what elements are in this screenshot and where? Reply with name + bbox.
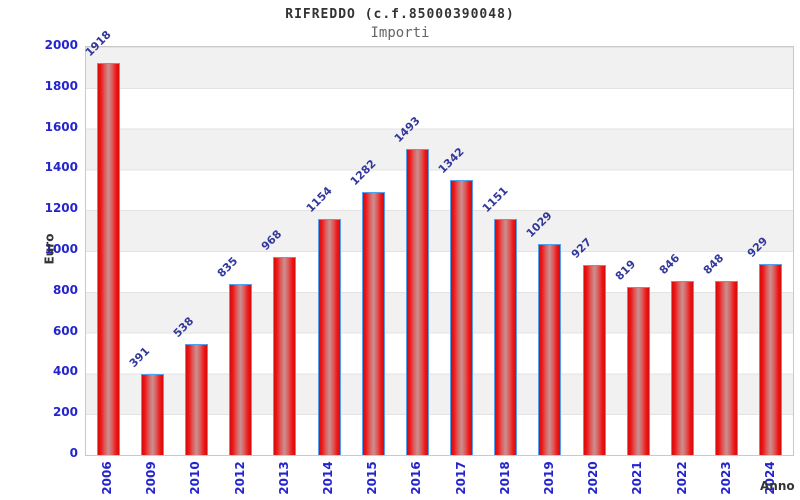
bar-value-label: 848 (701, 251, 727, 278)
y-axis-title: Euro (42, 233, 57, 265)
bar-value-label: 391 (126, 344, 153, 371)
bar-2012 (229, 283, 253, 455)
bar-2023 (715, 281, 739, 455)
x-tick-label: 2023 (718, 461, 733, 495)
bar-2013 (273, 256, 297, 455)
bar-2022 (671, 281, 695, 455)
y-tick-label: 1200 (44, 201, 78, 216)
bar-value-label: 1154 (303, 183, 335, 215)
chart-subtitle: Importi (370, 25, 430, 41)
bar-value-label: 1151 (480, 184, 511, 216)
x-tick-label: 2013 (276, 461, 291, 495)
bar-value-label: 1029 (524, 209, 556, 241)
y-tick-label: 400 (52, 364, 78, 379)
bar-value-label: 1282 (347, 157, 379, 189)
chart-title: RIFREDDO (c.f.85000390048) (285, 7, 515, 22)
bar-value-label: 927 (568, 235, 594, 261)
x-tick-label: 2017 (453, 461, 468, 495)
y-tick-label: 2000 (44, 38, 78, 52)
bar-value-label: 835 (214, 254, 241, 280)
y-tick-label: 0 (69, 446, 78, 460)
bar-2014 (317, 218, 341, 455)
bar-value-label: 929 (745, 235, 771, 261)
x-tick-label: 2006 (100, 461, 115, 495)
y-tick-label: 1800 (44, 78, 78, 93)
x-tick-label: 2012 (232, 461, 247, 495)
bar-2017 (450, 180, 474, 455)
x-tick-label: 2021 (630, 461, 645, 495)
bar-2006 (96, 62, 120, 455)
bar-value-label: 1493 (391, 114, 423, 146)
x-tick-label: 2020 (586, 461, 601, 495)
y-tick-label: 800 (52, 282, 78, 297)
x-tick-label: 2016 (409, 461, 424, 495)
x-tick-label: 2018 (497, 461, 512, 495)
bar-value-label: 819 (612, 257, 639, 283)
x-tick-label: 2022 (674, 461, 689, 495)
bar-2024 (759, 264, 783, 455)
x-tick-label: 2019 (541, 461, 556, 495)
bar-value-label: 968 (259, 227, 285, 253)
bar-value-label: 846 (656, 251, 683, 278)
bar-2009 (140, 374, 164, 455)
x-tick-label: 2014 (321, 461, 336, 495)
y-tick-label: 1000 (44, 242, 78, 256)
y-tick-label: 600 (52, 323, 78, 338)
y-tick-label: 200 (52, 405, 78, 420)
x-tick-label: 2009 (144, 461, 159, 495)
bar-value-label: 538 (170, 314, 197, 341)
bar-2010 (184, 344, 208, 455)
y-tick-label: 1600 (44, 119, 78, 134)
bar-2015 (361, 192, 385, 455)
bar-2018 (494, 219, 518, 455)
bar-value-label: 1342 (435, 145, 467, 177)
bar-2016 (405, 149, 429, 455)
plot-area: 1918 391 538 835 968 1154 1282 1493 1342 1151 1029… (82, 28, 794, 456)
y-tick-label: 1400 (44, 160, 78, 175)
bar-2021 (626, 286, 650, 455)
x-axis-title: Anno (760, 479, 795, 493)
bar-2019 (538, 244, 562, 455)
bar-2020 (582, 264, 606, 455)
x-tick-label: 2010 (188, 461, 203, 495)
x-tick-label: 2015 (365, 461, 380, 495)
